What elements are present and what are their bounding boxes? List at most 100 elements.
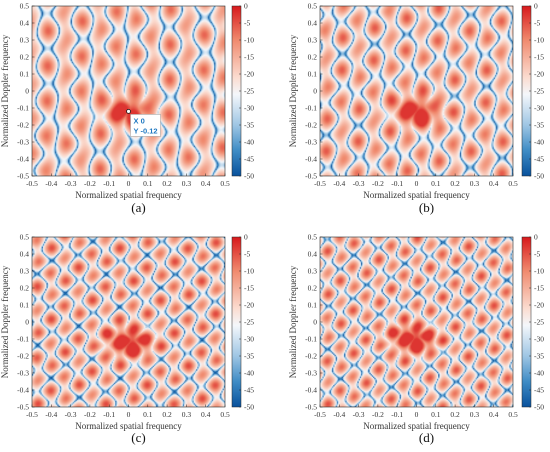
y-axis-label: Normalized Doppler frequency bbox=[0, 265, 10, 378]
x-tick-label: 0.1 bbox=[143, 179, 153, 188]
panel-1: -0.5 -0.4 -0.3 -0.2 -0.1 0 0.1 0.2 0.3 0.4 0.5 -0.5… bbox=[0, 2, 254, 215]
y-tick-label: 0 bbox=[313, 318, 317, 327]
x-tick-label: -0.3 bbox=[353, 410, 365, 419]
y-tick-label: 0.4 bbox=[308, 250, 318, 259]
x-tick-label: -0.5 bbox=[314, 410, 326, 419]
colorbar-tick-label: -10 bbox=[244, 36, 254, 45]
x-tick-label: 0.2 bbox=[450, 410, 460, 419]
x-tick-label: -0.1 bbox=[391, 179, 403, 188]
colorbar-tick-label: -20 bbox=[244, 301, 254, 310]
x-axis-label: Normalized spatial frequency bbox=[363, 190, 470, 200]
colorbar-tick-label: -40 bbox=[534, 138, 544, 147]
y-tick-label: -0.2 bbox=[17, 121, 29, 130]
x-tick-label: 0.5 bbox=[508, 179, 518, 188]
y-tick-label: 0.1 bbox=[308, 301, 318, 310]
y-tick-label: 0.3 bbox=[308, 267, 318, 276]
y-tick-label: -0.2 bbox=[17, 352, 29, 361]
colorbar-tick-label: -45 bbox=[534, 155, 544, 164]
y-tick-label: 0.5 bbox=[20, 2, 30, 11]
y-tick-label: 0.2 bbox=[20, 53, 30, 62]
x-tick-label: 0.5 bbox=[220, 410, 230, 419]
y-tick-label: 0.4 bbox=[20, 19, 30, 28]
panel-label: (a) bbox=[131, 200, 145, 215]
x-tick-label: -0.4 bbox=[333, 410, 345, 419]
x-axis-label: Normalized spatial frequency bbox=[75, 190, 182, 200]
y-tick-label: 0.3 bbox=[20, 36, 30, 45]
colorbar-tick-label: -25 bbox=[534, 87, 544, 96]
y-axis-label: Normalized Doppler frequency bbox=[0, 34, 10, 147]
x-tick-label: -0.2 bbox=[372, 179, 384, 188]
colorbar-tick-label: -25 bbox=[244, 318, 254, 327]
x-tick-label: 0 bbox=[415, 410, 419, 419]
colorbar-tick-label: -35 bbox=[534, 121, 544, 130]
x-tick-label: -0.5 bbox=[26, 179, 38, 188]
colorbar-tick-label: -30 bbox=[534, 335, 544, 344]
x-tick-label: 0.5 bbox=[220, 179, 230, 188]
colorbar-tick-label: -35 bbox=[534, 352, 544, 361]
x-tick-label: 0.3 bbox=[470, 410, 480, 419]
x-tick-label: 0.1 bbox=[431, 179, 441, 188]
panel-3: -0.5 -0.4 -0.3 -0.2 -0.1 0 0.1 0.2 0.3 0.4 0.5 -0.5… bbox=[0, 233, 254, 445]
y-tick-label: 0 bbox=[25, 318, 29, 327]
y-tick-label: 0.2 bbox=[308, 53, 318, 62]
x-tick-label: -0.3 bbox=[65, 410, 77, 419]
colorbar-tick-label: -10 bbox=[534, 267, 544, 276]
x-tick-label: 0 bbox=[127, 410, 131, 419]
colorbar-tick-label: -20 bbox=[244, 70, 254, 79]
y-tick-label: -0.1 bbox=[17, 104, 29, 113]
y-tick-label: 0.1 bbox=[20, 301, 30, 310]
y-axis-label: Normalized Doppler frequency bbox=[288, 34, 298, 147]
x-tick-label: 0 bbox=[127, 179, 131, 188]
datatip-y: Y -0.12 bbox=[134, 126, 158, 135]
x-tick-label: 0.2 bbox=[162, 410, 172, 419]
panel-label: (c) bbox=[131, 430, 145, 445]
y-tick-label: 0.3 bbox=[308, 36, 318, 45]
x-tick-label: 0.3 bbox=[182, 179, 192, 188]
colorbar-tick-label: -40 bbox=[534, 369, 544, 378]
x-axis-label: Normalized spatial frequency bbox=[363, 421, 470, 431]
colorbar-tick-label: -20 bbox=[534, 70, 544, 79]
y-tick-label: -0.3 bbox=[305, 369, 317, 378]
y-tick-label: 0.2 bbox=[20, 284, 30, 293]
datatip-marker[interactable] bbox=[126, 109, 131, 114]
panel-label: (d) bbox=[419, 430, 434, 445]
y-tick-label: -0.4 bbox=[305, 155, 317, 164]
colorbar-tick-label: 0 bbox=[534, 233, 538, 242]
colorbar-tick-label: -45 bbox=[534, 386, 544, 395]
panel-label: (b) bbox=[419, 200, 434, 215]
x-tick-label: -0.4 bbox=[45, 179, 57, 188]
y-tick-label: 0.4 bbox=[20, 250, 30, 259]
x-tick-label: 0.5 bbox=[508, 410, 518, 419]
colorbar-tick-label: -10 bbox=[244, 267, 254, 276]
x-tick-label: 0.4 bbox=[489, 179, 499, 188]
y-tick-label: 0.4 bbox=[308, 19, 318, 28]
datatip-x: X 0 bbox=[134, 116, 145, 125]
colorbar-tick-label: -10 bbox=[534, 36, 544, 45]
colorbar-tick-label: -40 bbox=[244, 138, 254, 147]
colorbar-tick-label: -35 bbox=[244, 121, 254, 130]
x-tick-label: 0.4 bbox=[489, 410, 499, 419]
heatmap-image bbox=[320, 237, 513, 407]
colorbar-tick-label: -15 bbox=[534, 284, 544, 293]
datatip-box bbox=[130, 114, 161, 137]
y-tick-label: -0.1 bbox=[305, 335, 317, 344]
colorbar-tick-label: -45 bbox=[244, 386, 254, 395]
colorbar-tick-label: -5 bbox=[534, 19, 540, 28]
y-tick-label: -0.5 bbox=[17, 403, 29, 412]
x-tick-label: 0.2 bbox=[162, 179, 172, 188]
colorbar-tick-label: -30 bbox=[534, 104, 544, 113]
x-tick-label: -0.1 bbox=[103, 410, 115, 419]
x-tick-label: -0.4 bbox=[333, 179, 345, 188]
y-tick-label: -0.2 bbox=[305, 121, 317, 130]
colorbar-tick-label: 0 bbox=[244, 233, 248, 242]
heatmap-image bbox=[32, 237, 225, 407]
x-tick-label: 0.4 bbox=[201, 179, 211, 188]
colorbar-tick-label: -25 bbox=[244, 87, 254, 96]
y-tick-label: -0.5 bbox=[305, 172, 317, 181]
heatmap-image bbox=[32, 6, 225, 176]
x-tick-label: -0.1 bbox=[391, 410, 403, 419]
colorbar-tick-label: -5 bbox=[244, 19, 250, 28]
y-tick-label: 0.1 bbox=[20, 70, 30, 79]
colorbar-tick-label: 0 bbox=[534, 2, 538, 11]
x-tick-label: 0.3 bbox=[182, 410, 192, 419]
